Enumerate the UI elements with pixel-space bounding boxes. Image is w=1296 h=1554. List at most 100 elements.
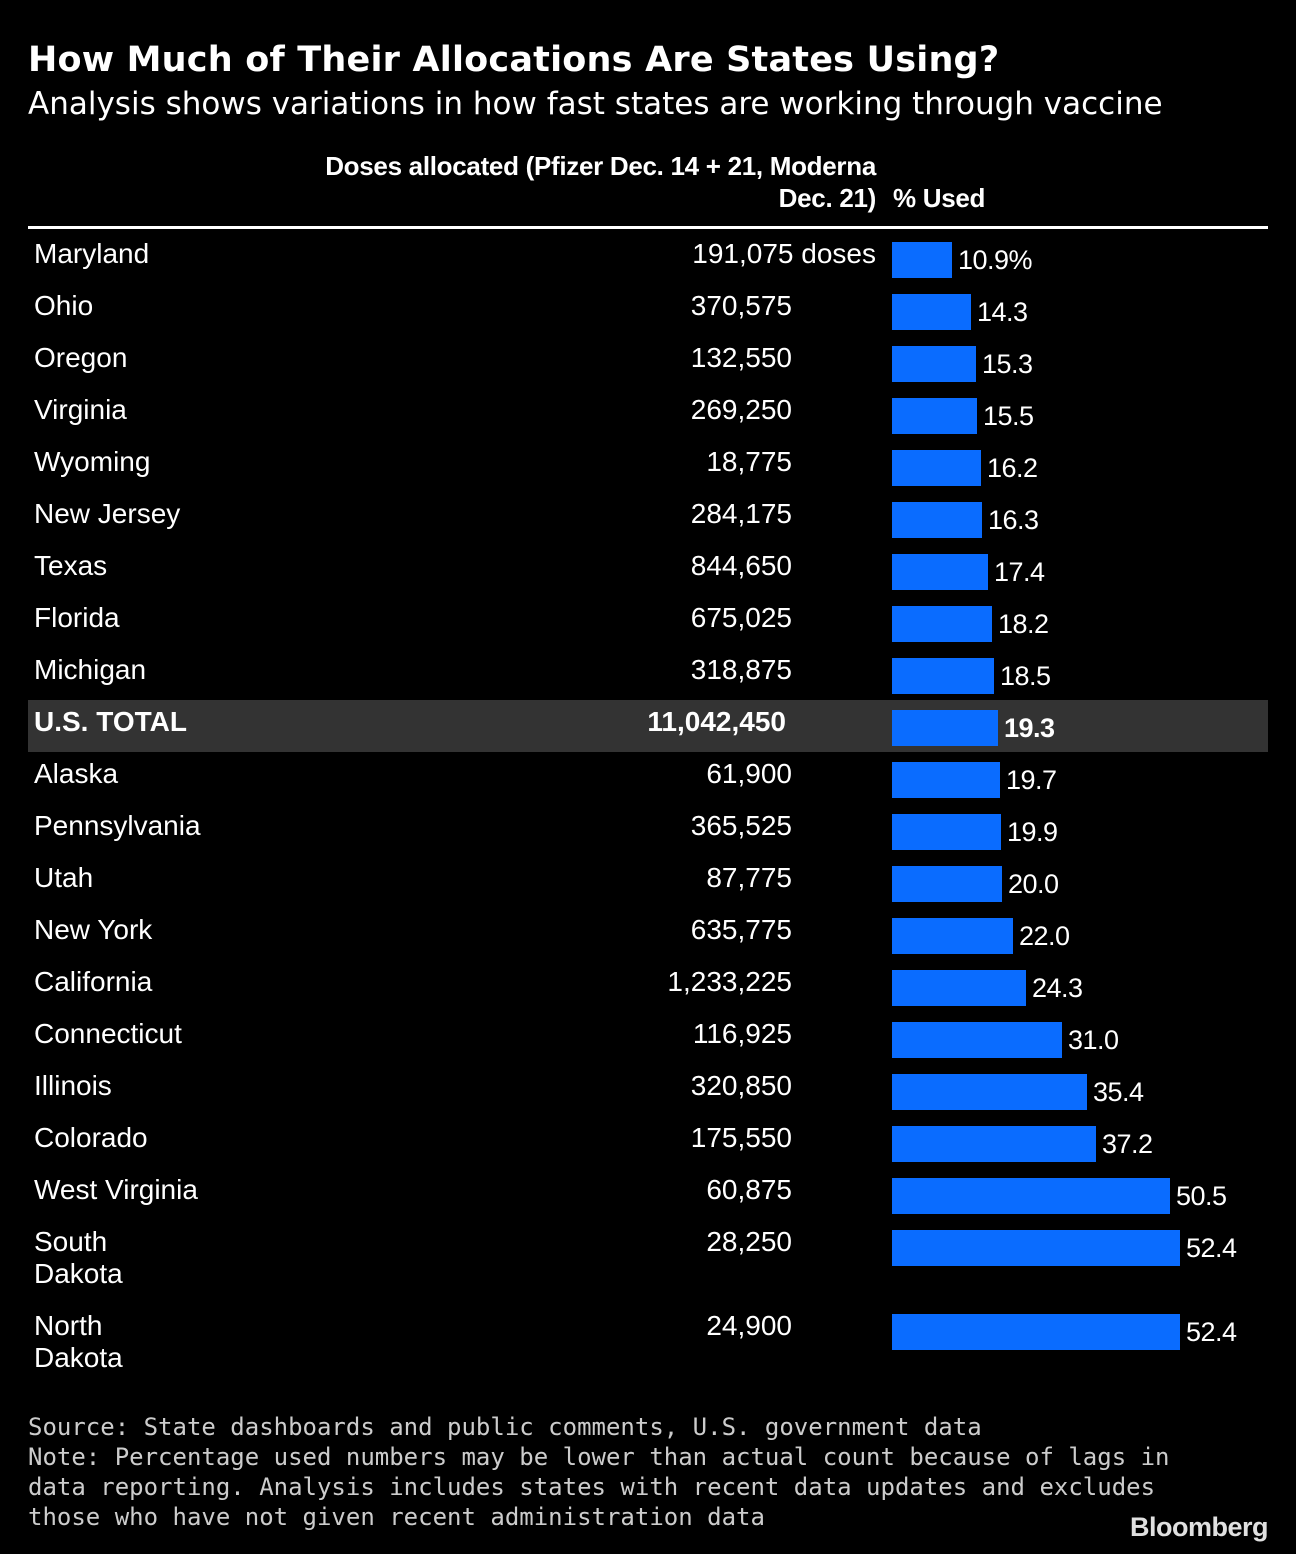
used-bar — [892, 554, 988, 590]
state-label: Connecticut — [34, 1018, 182, 1049]
table-row: Michigan 318,875 18.5 — [28, 648, 1268, 700]
used-bar — [892, 1230, 1180, 1266]
used-percent-label: 20.0 — [1008, 869, 1059, 899]
doses-value: 116,925 — [692, 1018, 792, 1049]
used-bar — [892, 970, 1026, 1006]
used-bar — [892, 1126, 1096, 1162]
state-label: Ohio — [34, 290, 94, 321]
table-row: New Jersey 284,175 16.3 — [28, 492, 1268, 544]
used-bar — [892, 1314, 1180, 1350]
doses-value: 61,900 — [706, 758, 792, 789]
doses-value: 11,042,450 — [647, 706, 786, 737]
doses-value: 175,550 — [690, 1122, 792, 1153]
used-percent-label: 10.9% — [958, 245, 1033, 275]
note-line-2: data reporting. Analysis includes states… — [28, 1473, 1156, 1501]
used-percent-label: 18.2 — [998, 609, 1049, 639]
used-percent-label: 14.3 — [977, 297, 1028, 327]
used-bar — [892, 866, 1002, 902]
table-row: Maryland 191,075 doses 10.9% — [28, 232, 1268, 284]
chart-title: How Much of Their Allocations Are States… — [28, 40, 1000, 80]
doses-value: 132,550 — [690, 342, 792, 373]
used-percent-label: 35.4 — [1093, 1077, 1144, 1107]
state-label: Utah — [34, 862, 94, 893]
state-label: Florida — [34, 602, 120, 633]
doses-value: 318,875 — [690, 654, 792, 685]
header-rule — [28, 226, 1268, 229]
doses-value: 370,575 — [690, 290, 792, 321]
chart-subtitle: Analysis shows variations in how fast st… — [28, 86, 1163, 122]
used-column-header: % Used — [893, 183, 986, 213]
used-percent-label: 15.5 — [983, 401, 1034, 431]
doses-value: 60,875 — [706, 1174, 792, 1205]
state-label: Alaska — [34, 758, 119, 789]
doses-value: 18,775 — [706, 446, 792, 477]
state-label: Wyoming — [34, 446, 151, 477]
used-bar — [892, 1022, 1062, 1058]
table-row: West Virginia 60,875 50.5 — [28, 1168, 1268, 1220]
used-percent-label: 22.0 — [1019, 921, 1070, 951]
doses-value: 675,025 — [690, 602, 792, 633]
table-row: Alaska 61,900 19.7 — [28, 752, 1268, 804]
doses-value: 635,775 — [690, 914, 792, 945]
used-percent-label: 37.2 — [1102, 1129, 1153, 1159]
source-line: Source: State dashboards and public comm… — [28, 1413, 982, 1441]
used-percent-label: 50.5 — [1176, 1181, 1227, 1211]
doses-value: 28,250 — [706, 1226, 792, 1257]
used-percent-label: 52.4 — [1186, 1233, 1237, 1263]
doses-header-line-1: Doses allocated (Pfizer Dec. 14 + 21, Mo… — [325, 151, 876, 181]
doses-column-header: Doses allocated (Pfizer Dec. 14 + 21, Mo… — [325, 150, 876, 214]
state-label: U.S. TOTAL — [34, 706, 187, 737]
table-row: Utah 87,775 20.0 — [28, 856, 1268, 908]
table-row: Colorado 175,550 37.2 — [28, 1116, 1268, 1168]
used-percent-label: 19.9 — [1007, 817, 1058, 847]
used-bar — [892, 346, 976, 382]
table-row: Virginia 269,250 15.5 — [28, 388, 1268, 440]
doses-value: 1,233,225 — [667, 966, 792, 997]
table-row: Pennsylvania 365,525 19.9 — [28, 804, 1268, 856]
used-percent-label: 19.3 — [1004, 713, 1055, 743]
doses-header-line-2: Dec. 21) — [778, 183, 877, 213]
state-label: Texas — [34, 550, 108, 581]
table-row: Illinois 320,850 35.4 — [28, 1064, 1268, 1116]
used-bar — [892, 398, 977, 434]
state-label: South Dakota — [34, 1226, 123, 1289]
used-bar — [892, 814, 1001, 850]
table-row: Ohio 370,575 14.3 — [28, 284, 1268, 336]
state-label: Pennsylvania — [34, 810, 201, 841]
state-label: West Virginia — [34, 1174, 198, 1205]
used-bar — [892, 502, 982, 538]
note-line-1: Note: Percentage used numbers may be low… — [28, 1443, 1170, 1471]
used-percent-label: 15.3 — [982, 349, 1033, 379]
used-bar — [892, 606, 992, 642]
used-percent-label: 52.4 — [1186, 1317, 1237, 1347]
doses-value: 87,775 — [706, 862, 792, 893]
state-label: California — [34, 966, 153, 997]
state-label: Illinois — [34, 1070, 112, 1101]
doses-value: 284,175 — [690, 498, 792, 529]
used-bar — [892, 1178, 1170, 1214]
state-label: Oregon — [34, 342, 128, 373]
state-label: Maryland — [34, 238, 150, 269]
used-bar — [892, 658, 994, 694]
table-row: Oregon 132,550 15.3 — [28, 336, 1268, 388]
used-percent-label: 18.5 — [1000, 661, 1051, 691]
state-label: North Dakota — [34, 1310, 123, 1373]
note-line-3: those who have not given recent administ… — [28, 1503, 765, 1531]
table-row: Connecticut 116,925 31.0 — [28, 1012, 1268, 1064]
table-row: New York 635,775 22.0 — [28, 908, 1268, 960]
table-row: North Dakota 24,900 52.4 — [28, 1304, 1268, 1388]
bloomberg-logo: Bloomberg — [1129, 1512, 1269, 1542]
doses-value: 191,075 doses — [692, 238, 876, 269]
state-label: Colorado — [34, 1122, 148, 1153]
used-bar — [892, 762, 1000, 798]
state-label: Michigan — [34, 654, 147, 685]
source-note: Source: State dashboards and public comm… — [28, 1412, 1170, 1532]
used-percent-label: 17.4 — [994, 557, 1045, 587]
used-bar — [892, 918, 1013, 954]
used-percent-label: 31.0 — [1068, 1025, 1119, 1055]
used-percent-label: 24.3 — [1032, 973, 1083, 1003]
used-bar — [892, 242, 952, 278]
state-label: Virginia — [34, 394, 127, 425]
table-row: California 1,233,225 24.3 — [28, 960, 1268, 1012]
used-percent-label: 19.7 — [1006, 765, 1057, 795]
